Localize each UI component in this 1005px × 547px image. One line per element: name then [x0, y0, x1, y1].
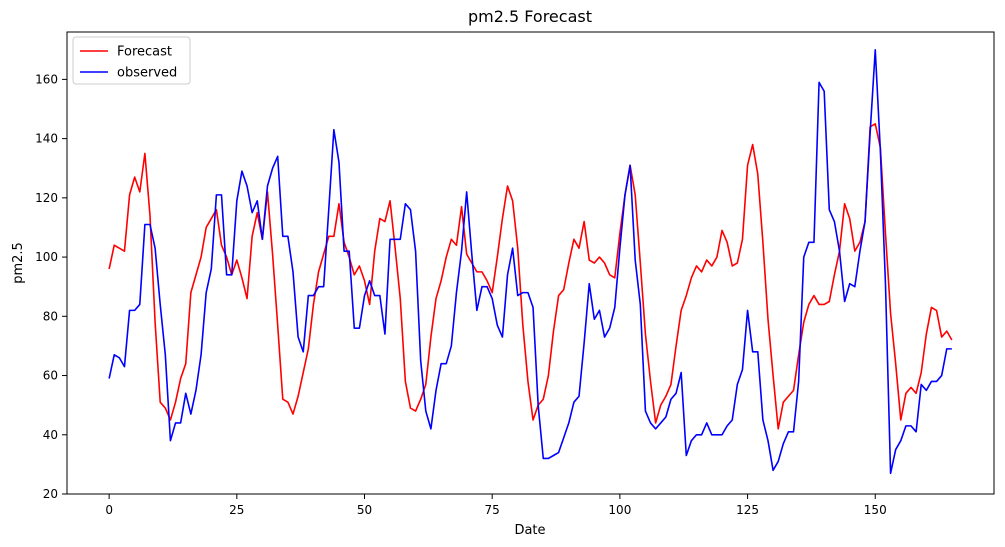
y-tick-label: 20 [43, 487, 58, 501]
y-tick-label: 60 [43, 369, 58, 383]
y-tick-label: 160 [35, 72, 58, 86]
y-axis-label: pm2.5 [11, 242, 26, 284]
y-tick-label: 120 [35, 191, 58, 205]
y-tick-label: 80 [43, 309, 58, 323]
x-tick-label: 75 [485, 503, 500, 517]
y-axis-ticks: 20 40 60 80 100 120 140 160 [35, 72, 67, 501]
x-tick-label: 125 [736, 503, 759, 517]
y-tick-label: 100 [35, 250, 58, 264]
legend-label-observed: observed [117, 66, 177, 81]
series-layer [108, 48, 953, 475]
observed-series-line [108, 48, 952, 475]
y-tick-label: 140 [35, 132, 58, 146]
chart-title: pm2.5 Forecast [468, 7, 592, 26]
y-tick-label: 40 [43, 428, 58, 442]
x-tick-label: 0 [105, 503, 113, 517]
plot-area [66, 31, 995, 495]
x-axis-label: Date [514, 523, 545, 538]
forecast-series-line [108, 123, 953, 430]
x-tick-label: 25 [229, 503, 244, 517]
legend-label-forecast: Forecast [117, 45, 172, 60]
x-tick-label: 100 [608, 503, 631, 517]
legend: Forecast observed [72, 36, 191, 85]
x-tick-label: 50 [357, 503, 372, 517]
x-tick-label: 150 [864, 503, 887, 517]
x-axis-ticks: 0 25 50 75 100 125 150 [105, 494, 887, 517]
